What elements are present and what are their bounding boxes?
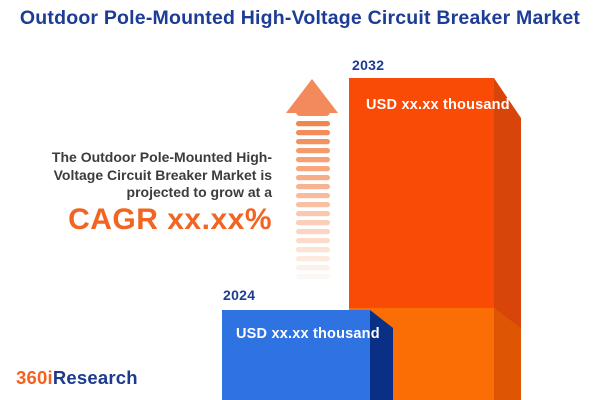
page-title: Outdoor Pole-Mounted High-Voltage Circui…: [19, 7, 581, 29]
arrow-neck: [296, 101, 330, 116]
cagr-value: CAGR xx.xx%: [68, 203, 272, 236]
bar-2024-year-label: 2024: [223, 287, 256, 303]
brand-logo-research: Research: [52, 367, 138, 388]
bar-2032-year-label: 2032: [352, 57, 385, 73]
bar-2024: [222, 310, 393, 400]
bar-2032: [349, 78, 521, 400]
arrow-dash-trail: [296, 121, 330, 280]
bar-2032-face-upper: [349, 78, 494, 308]
bar-2024-side: [370, 310, 393, 400]
brand-logo: 360iResearch: [16, 367, 138, 389]
growth-arrow-icon: [286, 79, 338, 280]
bar-2024-face: [222, 310, 370, 400]
brand-logo-360i: 360i: [16, 367, 53, 388]
bar-2024-value-label: USD xx.xx thousand: [236, 326, 380, 342]
bar-2032-value-label: USD xx.xx thousand: [366, 97, 510, 113]
bar-2032-side-lower: [494, 308, 521, 400]
market-growth-text: The Outdoor Pole-Mounted High-Voltage Ci…: [51, 149, 272, 200]
